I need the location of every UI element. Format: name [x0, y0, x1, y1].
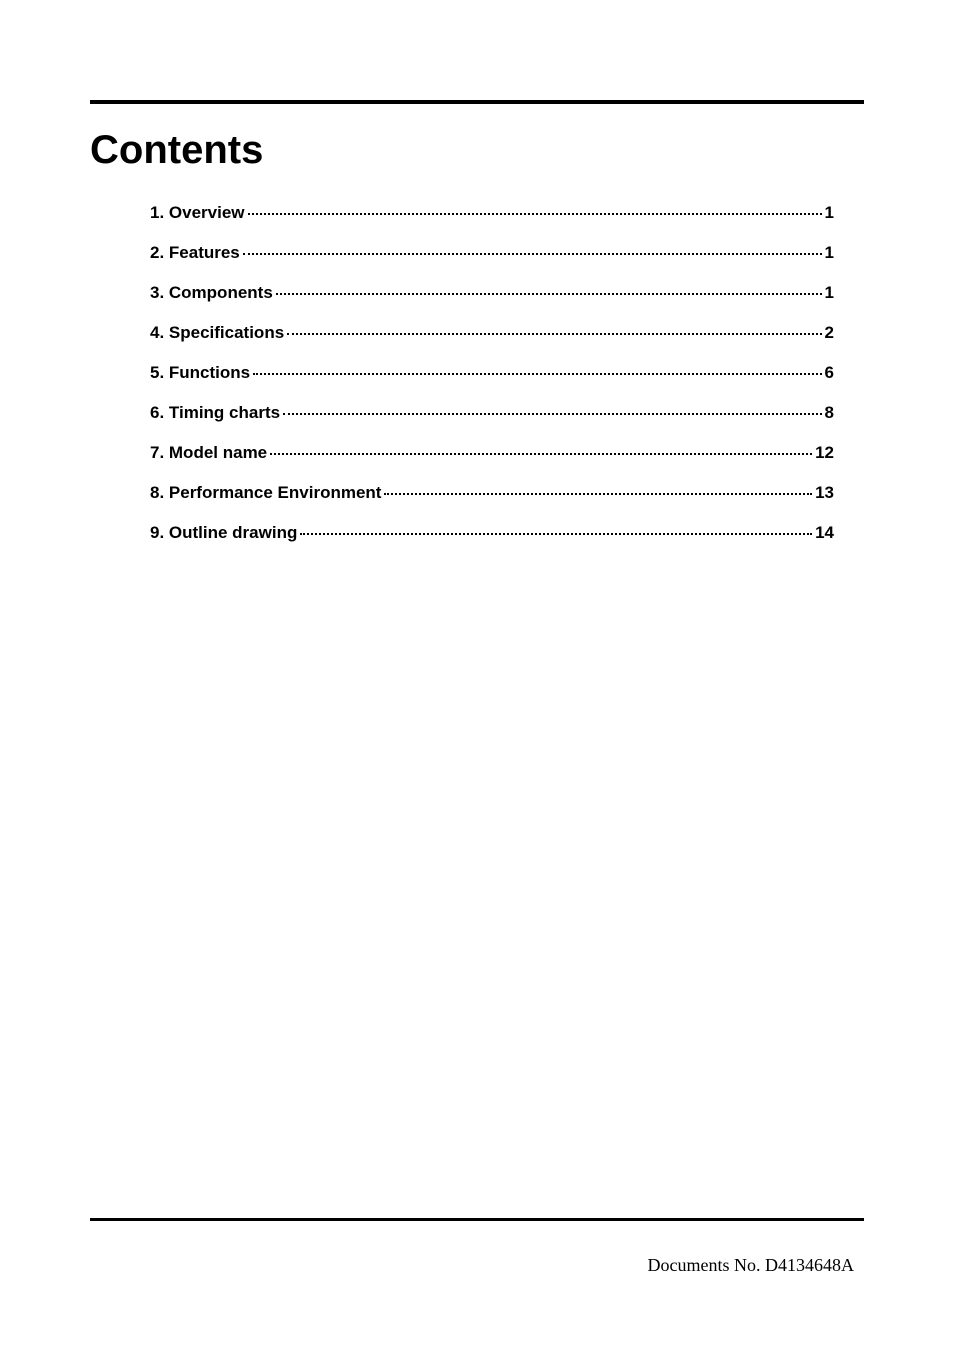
toc-entry-label: 6. Timing charts — [150, 403, 280, 423]
toc-leader-dots — [283, 413, 821, 415]
toc-leader-dots — [384, 493, 812, 495]
toc-entry-page: 14 — [815, 523, 834, 543]
document-number-footer: Documents No. D4134648A — [648, 1255, 854, 1276]
toc-entry-label: 8. Performance Environment — [150, 483, 381, 503]
toc-entry: 5. Functions 6 — [150, 363, 834, 383]
toc-entry: 8. Performance Environment 13 — [150, 483, 834, 503]
toc-entry: 6. Timing charts 8 — [150, 403, 834, 423]
toc-leader-dots — [243, 253, 822, 255]
toc-leader-dots — [276, 293, 822, 295]
toc-entry-page: 2 — [825, 323, 834, 343]
toc-entry-page: 1 — [825, 283, 834, 303]
toc-entry: 4. Specifications 2 — [150, 323, 834, 343]
toc-entry-page: 12 — [815, 443, 834, 463]
toc-leader-dots — [270, 453, 812, 455]
toc-entry-page: 1 — [825, 243, 834, 263]
toc-leader-dots — [253, 373, 821, 375]
page-title: Contents — [90, 128, 864, 173]
toc-entry: 3. Components 1 — [150, 283, 834, 303]
toc-entry: 2. Features 1 — [150, 243, 834, 263]
toc-entry-label: 4. Specifications — [150, 323, 284, 343]
toc-entry-page: 8 — [825, 403, 834, 423]
toc-leader-dots — [248, 213, 822, 215]
page-container: Contents 1. Overview 1 2. Features 1 3. … — [0, 0, 954, 1351]
toc-entry-label: 2. Features — [150, 243, 240, 263]
toc-entry-label: 9. Outline drawing — [150, 523, 297, 543]
toc-entry-page: 1 — [825, 203, 834, 223]
toc-entry-label: 7. Model name — [150, 443, 267, 463]
top-horizontal-rule — [90, 100, 864, 104]
toc-entry: 7. Model name 12 — [150, 443, 834, 463]
bottom-horizontal-rule — [90, 1218, 864, 1221]
toc-leader-dots — [300, 533, 812, 535]
toc-entry-label: 3. Components — [150, 283, 273, 303]
toc-entry: 1. Overview 1 — [150, 203, 834, 223]
toc-entry-page: 6 — [825, 363, 834, 383]
toc-entry-label: 1. Overview — [150, 203, 245, 223]
toc-entry-label: 5. Functions — [150, 363, 250, 383]
table-of-contents: 1. Overview 1 2. Features 1 3. Component… — [90, 203, 864, 543]
toc-leader-dots — [287, 333, 821, 335]
toc-entry: 9. Outline drawing 14 — [150, 523, 834, 543]
toc-entry-page: 13 — [815, 483, 834, 503]
